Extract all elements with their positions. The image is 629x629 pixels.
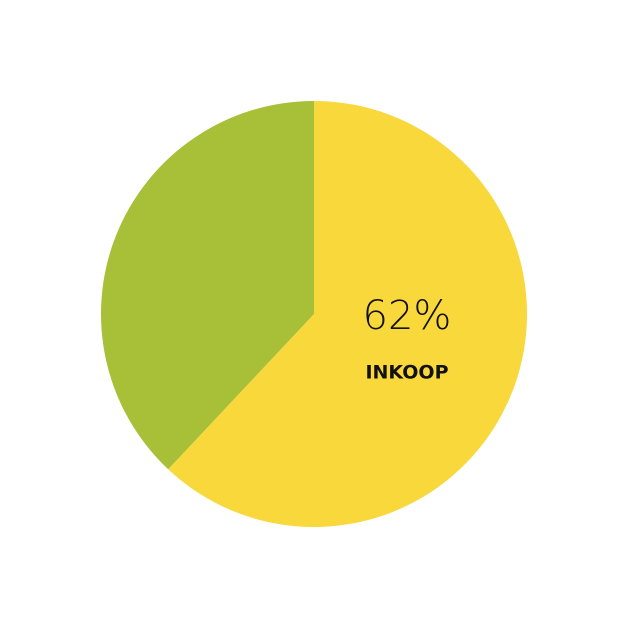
pie-slice (168, 101, 527, 527)
category-label: INKOOP (365, 361, 448, 383)
pie-slice (100, 100, 314, 470)
value-label: 62% (363, 293, 452, 339)
